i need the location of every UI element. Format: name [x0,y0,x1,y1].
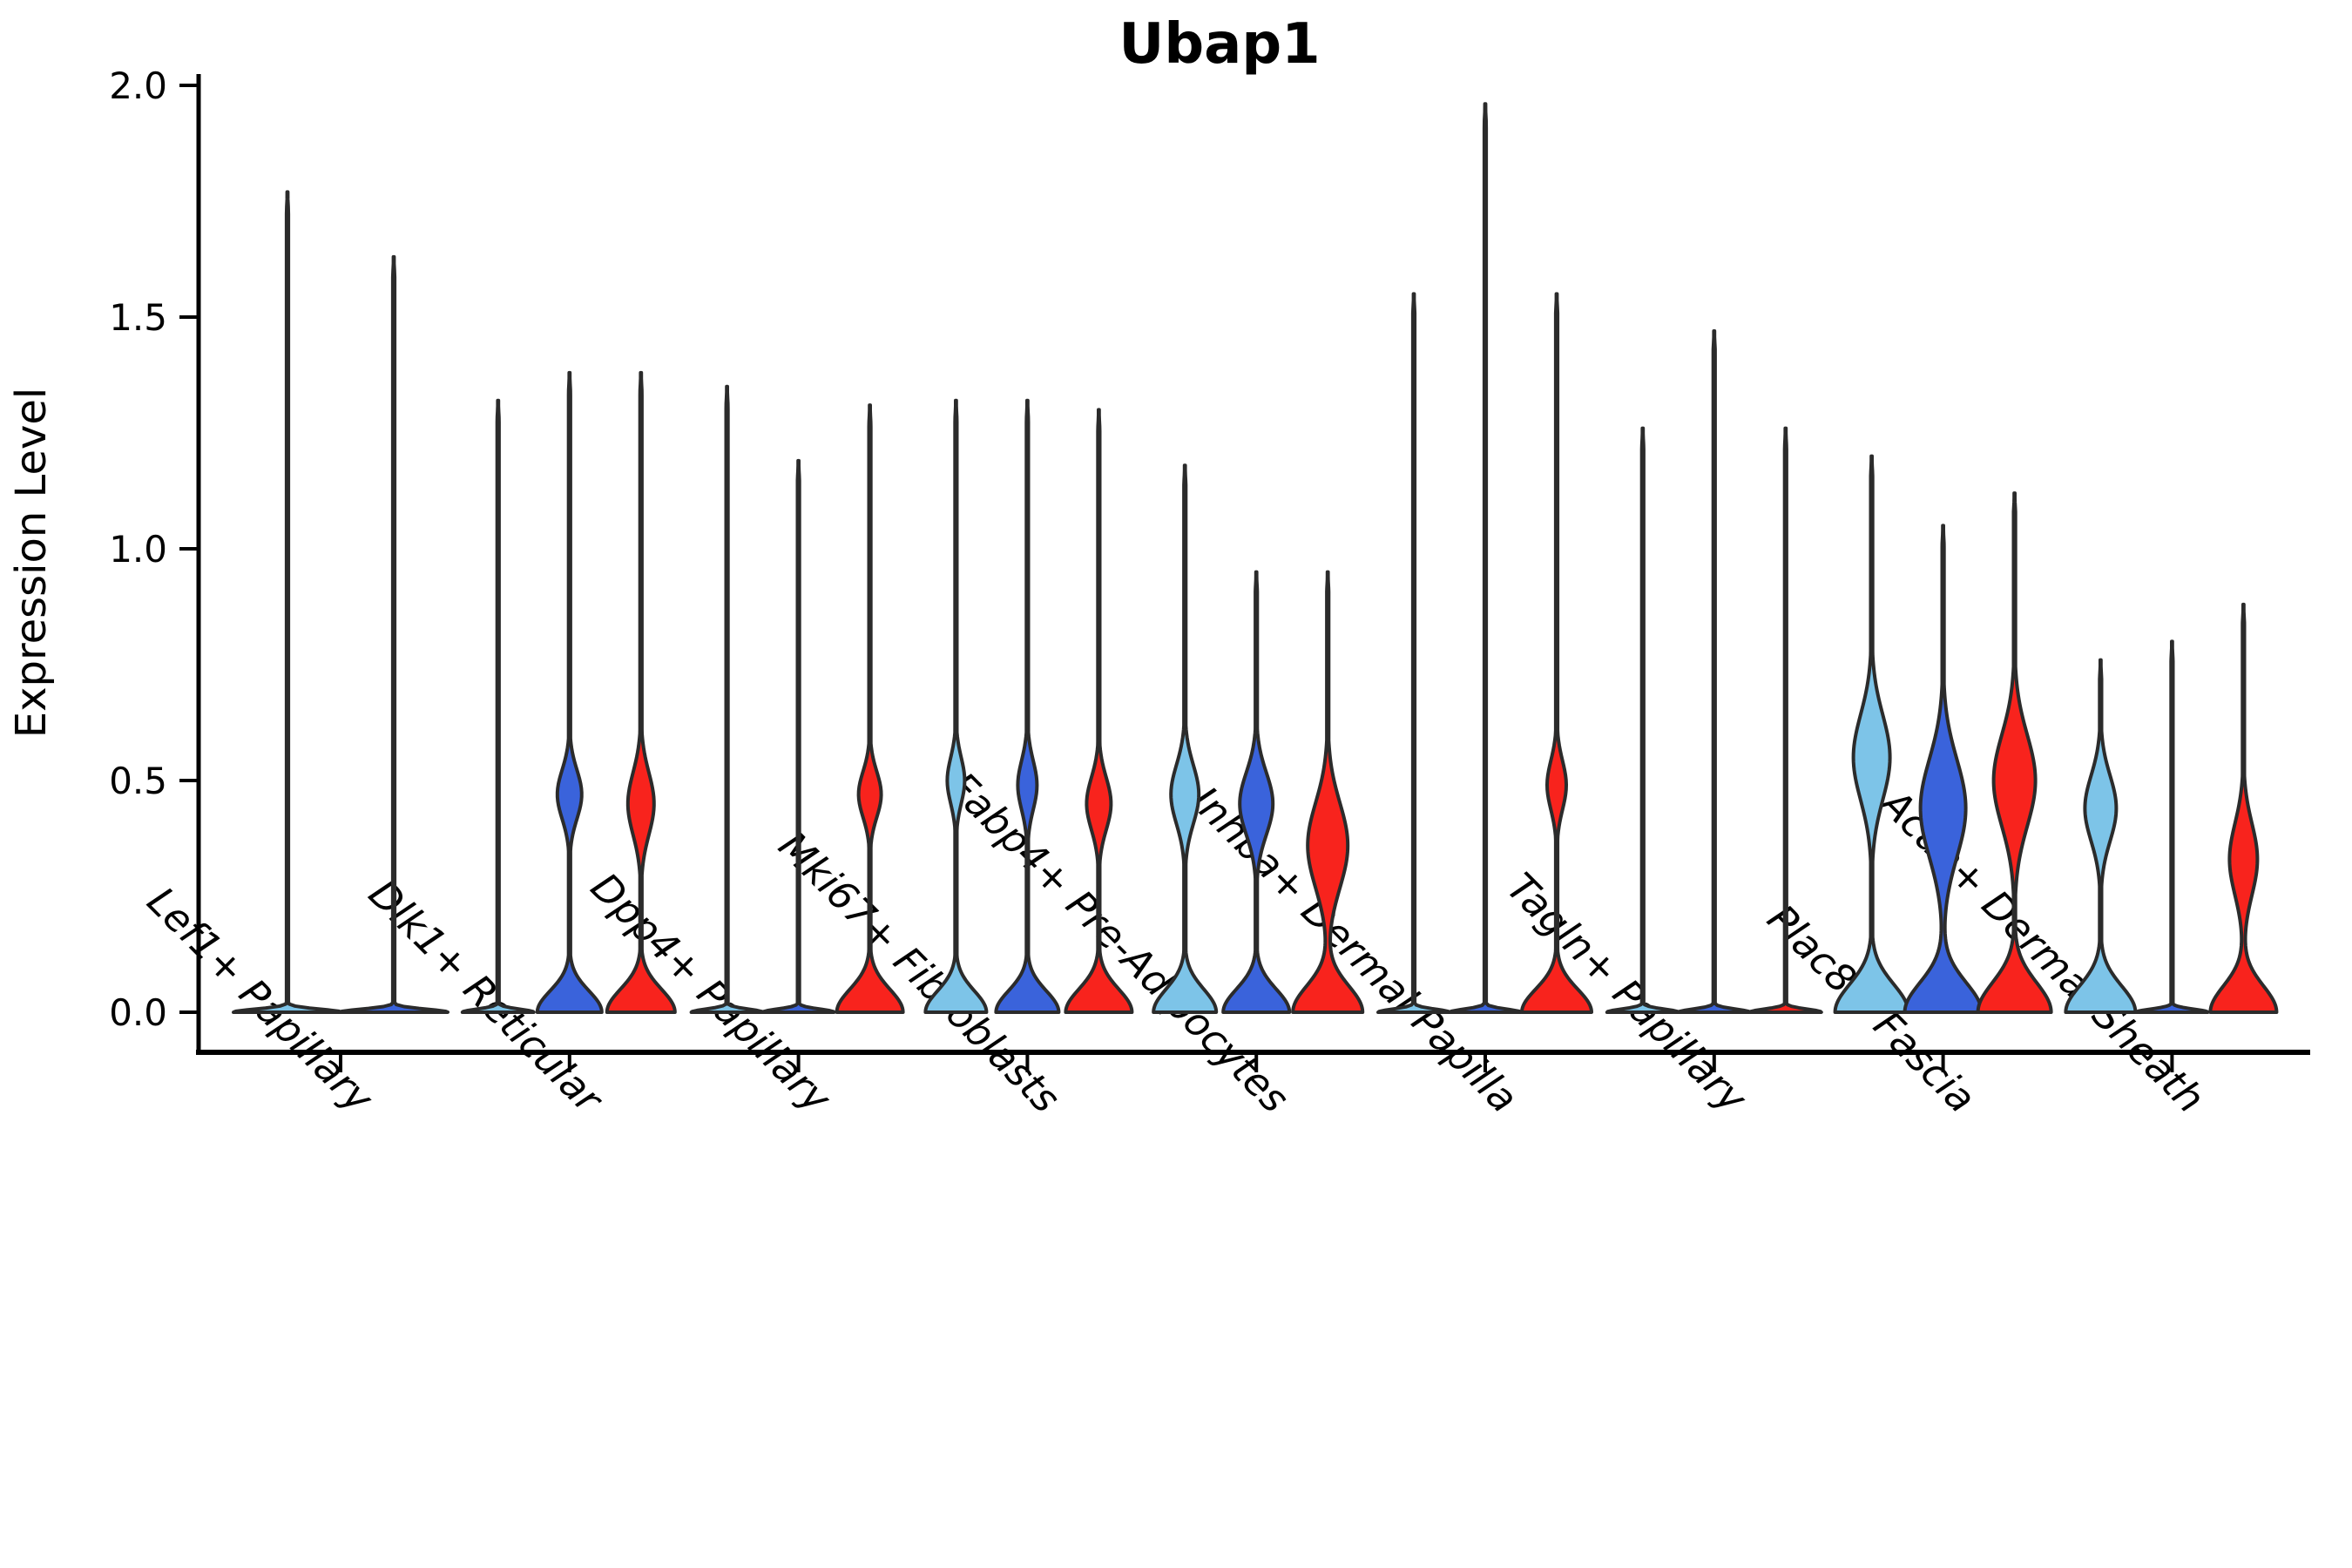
violin-plac8-fascia-group-1 [1833,454,1910,1014]
violin-dpp4-papillary-group-2 [760,458,836,1014]
y-tick-label: 0.5 [109,760,167,802]
plot-title: Ubap1 [1119,12,1320,77]
violin-mki67-fibroblasts-group-2 [994,398,1061,1014]
violin-fabp4-pre-adipocytes-group-1 [1152,463,1219,1014]
violin-lef1-papillary-group-2 [338,254,449,1014]
violin-fabp4-pre-adipocytes-group-2 [1221,570,1292,1014]
violin-fabp4-pre-adipocytes-group-3 [1291,570,1365,1014]
y-tick-label: 0.0 [109,991,167,1034]
violin-tagln-papillary-group-3 [1747,426,1823,1014]
violin-plac8-fascia-group-3 [1976,491,2053,1014]
y-tick-label: 2.0 [109,64,167,107]
violin-acan-dermal-sheath-group-1 [2064,658,2138,1014]
violin-dpp4-papillary-group-3 [835,403,905,1014]
violin-mki67-fibroblasts-group-3 [1064,408,1134,1014]
violin-inhba-dermal-papilla-group-2 [1448,102,1523,1014]
violin-acan-dermal-sheath-group-3 [2208,602,2279,1014]
y-tick-label: 1.5 [109,296,167,339]
violin-tagln-papillary-group-1 [1605,426,1680,1014]
x-tick-label-lef1-papillary: Lef1+ Papillary [139,878,383,1123]
violin-dlk1-reticular-group-2 [535,370,604,1014]
violin-mki67-fibroblasts-group-1 [923,398,989,1014]
violin-inhba-dermal-papilla-group-1 [1376,292,1451,1014]
violins-layer [232,102,2279,1014]
violin-inhba-dermal-papilla-group-3 [1520,292,1593,1014]
violin-dpp4-papillary-group-1 [689,384,765,1014]
violin-dlk1-reticular-group-1 [460,398,536,1014]
violin-lef1-papillary-group-1 [232,190,343,1014]
violin-plac8-fascia-group-2 [1903,524,1984,1014]
y-axis-label: Expression Level [7,388,56,739]
violin-acan-dermal-sheath-group-2 [2134,639,2210,1014]
violin-dlk1-reticular-group-3 [605,370,677,1014]
violin-tagln-papillary-group-2 [1676,328,1752,1014]
y-tick-label: 1.0 [109,528,167,571]
